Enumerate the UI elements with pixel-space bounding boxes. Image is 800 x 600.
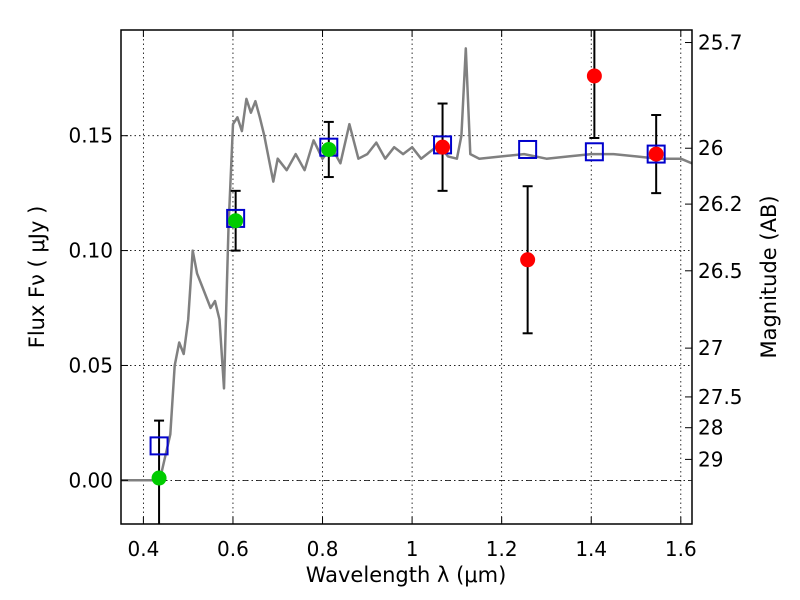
sed-model-line [121, 47, 692, 482]
green-data-point [228, 213, 244, 229]
magnitude-tick-label: 26 [698, 136, 723, 160]
x-tick-label: 1.6 [665, 537, 697, 561]
y-tick-label: 0.00 [68, 468, 113, 492]
plot-frame [120, 29, 693, 525]
x-tick-label: 1 [406, 537, 419, 561]
x-tick-label: 1.4 [575, 537, 607, 561]
model-square-marker [646, 144, 666, 164]
magnitude-axis-label: Magnitude (AB) [757, 195, 781, 358]
y-tick-label: 0.05 [68, 353, 113, 377]
y-axis-label: Flux Fν ( μJy ) [25, 206, 49, 349]
axis-ticks: 0.4 0.6 0.8 1 1.2 1.4 1.6 0.00 0.05 0.10 0.15 25.7 2… [68, 30, 743, 561]
red-data-point [435, 139, 451, 155]
y-tick-label: 0.10 [68, 239, 113, 263]
x-tick-label: 0.8 [307, 537, 339, 561]
plot-series [121, 30, 692, 524]
green-data-point [321, 141, 337, 157]
grid [121, 30, 692, 524]
red-data-point [648, 146, 664, 162]
magnitude-tick-label: 29 [698, 447, 723, 471]
magnitude-tick-label: 26.2 [698, 192, 743, 216]
model-square-marker [518, 139, 538, 159]
magnitude-tick-label: 26.5 [698, 259, 743, 283]
magnitude-tick-label: 27.5 [698, 385, 743, 409]
magnitude-tick-label: 28 [698, 416, 723, 440]
magnitude-tick-label: 25.7 [698, 31, 743, 55]
x-tick-label: 0.6 [217, 537, 249, 561]
red-data-point [586, 68, 602, 84]
magnitude-tick-label: 27 [698, 336, 723, 360]
x-axis-label: Wavelength λ (μm) [306, 563, 507, 587]
x-tick-label: 0.4 [127, 537, 159, 561]
red-data-point [520, 252, 536, 268]
model-square-marker [149, 436, 169, 456]
x-tick-label: 1.2 [486, 537, 518, 561]
model-square-marker [584, 142, 604, 162]
green-data-point [151, 470, 167, 486]
y-tick-label: 0.15 [68, 124, 113, 148]
